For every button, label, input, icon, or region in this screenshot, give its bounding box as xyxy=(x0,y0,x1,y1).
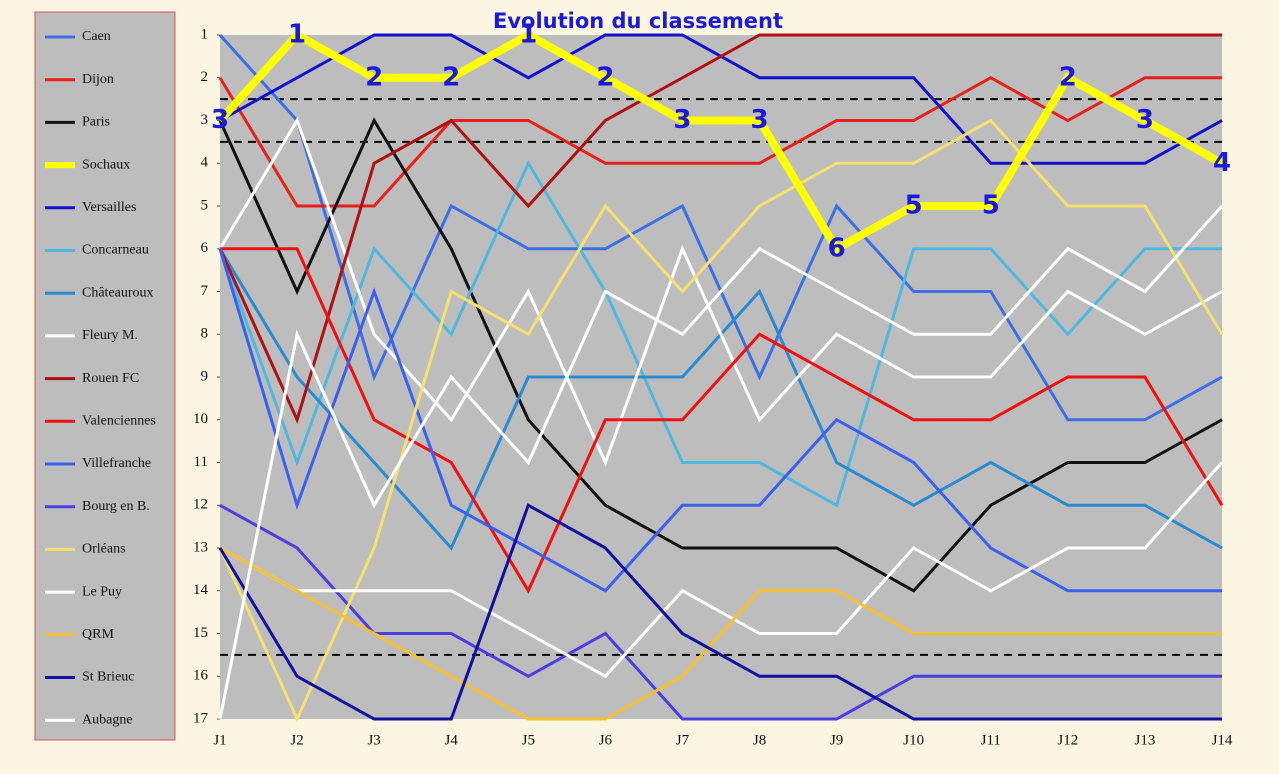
x-tick-label: J12 xyxy=(1057,732,1078,748)
legend-label: Caen xyxy=(82,29,111,44)
series-line xyxy=(217,29,1224,255)
y-tick-label: 16 xyxy=(193,668,209,684)
data-label: 1 xyxy=(519,20,537,50)
data-label: 6 xyxy=(828,233,846,263)
data-label: 4 xyxy=(1213,148,1231,178)
x-tick-label: J1 xyxy=(213,732,226,748)
series-line xyxy=(219,546,1222,721)
data-label: 3 xyxy=(1136,105,1154,135)
legend-label: QRM xyxy=(82,627,114,642)
x-tick-label: J6 xyxy=(599,732,613,748)
legend-box xyxy=(34,11,176,741)
legend-label: Rouen FC xyxy=(82,371,139,386)
y-tick-label: 4 xyxy=(201,155,209,171)
series-line xyxy=(218,118,1224,723)
y-tick-label: 1 xyxy=(201,26,209,42)
series-line xyxy=(218,248,1222,593)
data-label: 3 xyxy=(750,105,768,135)
y-tick-label: 14 xyxy=(193,582,209,598)
legend-label: Châteauroux xyxy=(82,285,154,300)
y-tick-label: 10 xyxy=(193,411,208,427)
legend-label: Bourg en B. xyxy=(82,499,150,514)
data-label: 5 xyxy=(982,191,1000,221)
legend-label: Villefranche xyxy=(82,456,151,471)
x-tick-label: J13 xyxy=(1135,732,1156,748)
x-tick-label: J3 xyxy=(367,732,380,748)
data-label: 3 xyxy=(673,105,691,135)
data-label: 2 xyxy=(1059,62,1077,92)
x-tick-label: J14 xyxy=(1212,732,1233,748)
y-tick-label: 7 xyxy=(201,283,209,299)
series-line xyxy=(220,247,1224,594)
y-tick-label: 9 xyxy=(201,368,209,384)
legend-label: Valenciennes xyxy=(82,414,156,429)
y-tick-label: 8 xyxy=(201,326,209,342)
legend-label: Aubagne xyxy=(82,712,133,727)
series-line xyxy=(218,33,1222,425)
legend-label: Fleury M. xyxy=(82,328,138,343)
legend-label: Concarneau xyxy=(82,243,149,258)
data-label: 2 xyxy=(365,62,383,92)
y-tick-label: 3 xyxy=(201,112,209,128)
y-tick-label: 15 xyxy=(193,625,208,641)
data-label: 1 xyxy=(288,20,306,50)
x-tick-label: J4 xyxy=(445,732,459,748)
series-line xyxy=(218,76,1222,208)
series-line xyxy=(218,117,1223,593)
series-line xyxy=(218,117,1223,467)
x-tick-label: J5 xyxy=(522,732,535,748)
x-tick-label: J10 xyxy=(903,732,924,748)
legend-label: Paris xyxy=(82,115,110,130)
y-tick-label: 5 xyxy=(201,197,209,213)
data-label: 2 xyxy=(596,62,614,92)
x-tick-label: J2 xyxy=(290,732,303,748)
x-tick-label: J9 xyxy=(830,732,843,748)
x-tick-label: J8 xyxy=(753,732,766,748)
legend-label: Sochaux xyxy=(82,157,130,172)
data-label: 5 xyxy=(905,191,923,221)
y-tick-label: 6 xyxy=(201,240,209,256)
y-tick-label: 13 xyxy=(193,539,208,555)
legend-label: St Brieuc xyxy=(82,670,135,685)
y-tick-label: 2 xyxy=(201,69,209,85)
x-tick-label: J7 xyxy=(676,732,690,748)
x-tick-label: J11 xyxy=(981,732,1001,748)
series-line xyxy=(218,160,1222,508)
legend-label: Orléans xyxy=(82,542,126,557)
legend-label: Versailles xyxy=(82,200,136,215)
data-label: 2 xyxy=(442,62,460,92)
data-label: 3 xyxy=(211,105,229,135)
series-line xyxy=(218,503,1222,721)
legend-label: Le Puy xyxy=(82,584,122,599)
series-line xyxy=(219,461,1224,679)
chart-title: Evolution du classement xyxy=(493,9,783,33)
y-tick-label: 12 xyxy=(193,497,208,513)
series-line xyxy=(219,503,1222,721)
series-line xyxy=(218,204,1224,720)
y-tick-label: 11 xyxy=(194,454,208,470)
legend-label: Dijon xyxy=(82,72,114,87)
y-tick-label: 17 xyxy=(193,710,209,726)
